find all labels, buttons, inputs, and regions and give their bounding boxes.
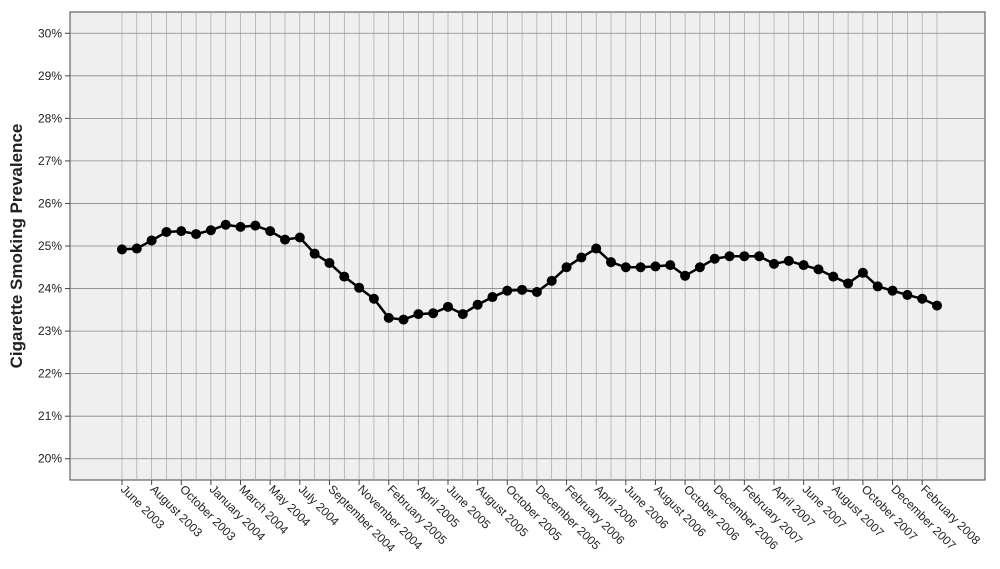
data-point [798, 260, 809, 271]
data-point [161, 226, 172, 237]
y-tick-label: 23% [38, 324, 62, 338]
data-point [650, 261, 661, 272]
data-point [783, 255, 794, 266]
data-point [294, 232, 305, 243]
data-point [813, 264, 824, 275]
y-tick-label: 20% [38, 452, 62, 466]
data-point [487, 292, 498, 303]
data-point [146, 235, 157, 246]
data-point [443, 301, 453, 312]
data-point [531, 286, 542, 297]
data-point [576, 252, 587, 263]
data-point [205, 225, 216, 236]
data-point [724, 251, 735, 262]
data-point [383, 312, 394, 323]
data-point [339, 271, 350, 282]
data-point [265, 226, 276, 237]
data-point [176, 226, 187, 237]
data-point [917, 293, 928, 304]
data-point [739, 251, 750, 262]
data-point [591, 243, 602, 254]
data-point [117, 244, 127, 255]
data-point [887, 285, 898, 296]
data-point [754, 251, 765, 262]
data-point [191, 229, 202, 240]
y-tick-label: 27% [38, 154, 62, 168]
y-tick-label: 30% [38, 26, 62, 40]
data-point [872, 281, 883, 292]
y-tick-label: 25% [38, 239, 62, 253]
data-point [606, 257, 616, 268]
y-tick-label: 24% [38, 282, 62, 296]
data-point [932, 300, 942, 311]
data-point [398, 314, 409, 325]
data-point [517, 284, 528, 295]
data-point [250, 220, 261, 231]
data-point [354, 282, 365, 293]
y-tick-label: 26% [38, 196, 62, 210]
y-axis-label: Cigarette Smoking Prevalence [7, 124, 26, 369]
data-point [843, 278, 854, 289]
y-tick-label: 28% [38, 111, 62, 125]
data-point [428, 308, 439, 319]
y-tick-label: 22% [38, 367, 62, 381]
data-point [694, 262, 705, 273]
data-point [131, 243, 142, 254]
data-point [680, 270, 691, 281]
data-point [309, 248, 320, 259]
data-point [828, 271, 839, 282]
data-point [235, 221, 246, 232]
data-point [620, 262, 631, 273]
data-point [709, 253, 720, 264]
y-tick-label: 21% [38, 409, 62, 423]
data-point [472, 299, 483, 310]
data-point [857, 267, 868, 278]
data-point [502, 285, 513, 296]
data-point [324, 258, 335, 269]
data-point [769, 258, 779, 269]
data-point [220, 219, 231, 230]
data-point [902, 289, 913, 300]
data-point [457, 309, 468, 320]
y-tick-label: 29% [38, 69, 62, 83]
data-point [665, 260, 676, 271]
data-point [280, 234, 290, 245]
data-point [561, 262, 572, 273]
data-point [413, 309, 424, 320]
data-point [368, 293, 379, 304]
data-point [546, 275, 557, 286]
data-point [635, 262, 646, 273]
